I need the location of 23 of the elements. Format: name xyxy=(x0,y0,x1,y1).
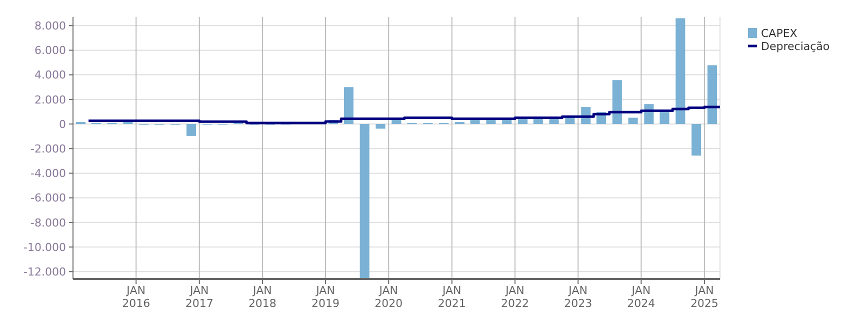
legend-label: CAPEX xyxy=(761,26,798,40)
x-tick-label: JAN 2016 xyxy=(122,284,150,310)
y-tick-label: -6.000 xyxy=(30,192,66,205)
y-tick-label: -12.000 xyxy=(24,265,66,278)
x-tick-label: JAN 2021 xyxy=(438,284,466,310)
y-tick-label: -8.000 xyxy=(30,216,66,230)
y-tick-label: 8.000 xyxy=(34,19,66,32)
y-tick-label: 6.000 xyxy=(34,44,66,58)
x-tick-label: JAN 2024 xyxy=(627,284,656,310)
y-tick-label: 2.000 xyxy=(34,93,66,106)
y-tick-label: 4.000 xyxy=(34,68,66,82)
x-tick-label: JAN 2023 xyxy=(564,284,592,310)
y-tick-label: -2.000 xyxy=(30,142,66,156)
x-tick-label: JAN 2020 xyxy=(374,284,403,310)
legend-label: Depreciação xyxy=(761,40,830,53)
x-tick-label: JAN 2017 xyxy=(185,284,214,310)
x-tick-label: JAN 2018 xyxy=(248,284,276,310)
x-tick-label: JAN 2019 xyxy=(312,284,340,310)
y-tick-label: 0 xyxy=(59,118,66,131)
y-tick-label: -4.000 xyxy=(30,167,66,180)
x-tick-label: JAN 2025 xyxy=(690,284,718,310)
x-tick-label: JAN 2022 xyxy=(500,284,529,310)
y-tick-label: -10.000 xyxy=(24,240,66,254)
